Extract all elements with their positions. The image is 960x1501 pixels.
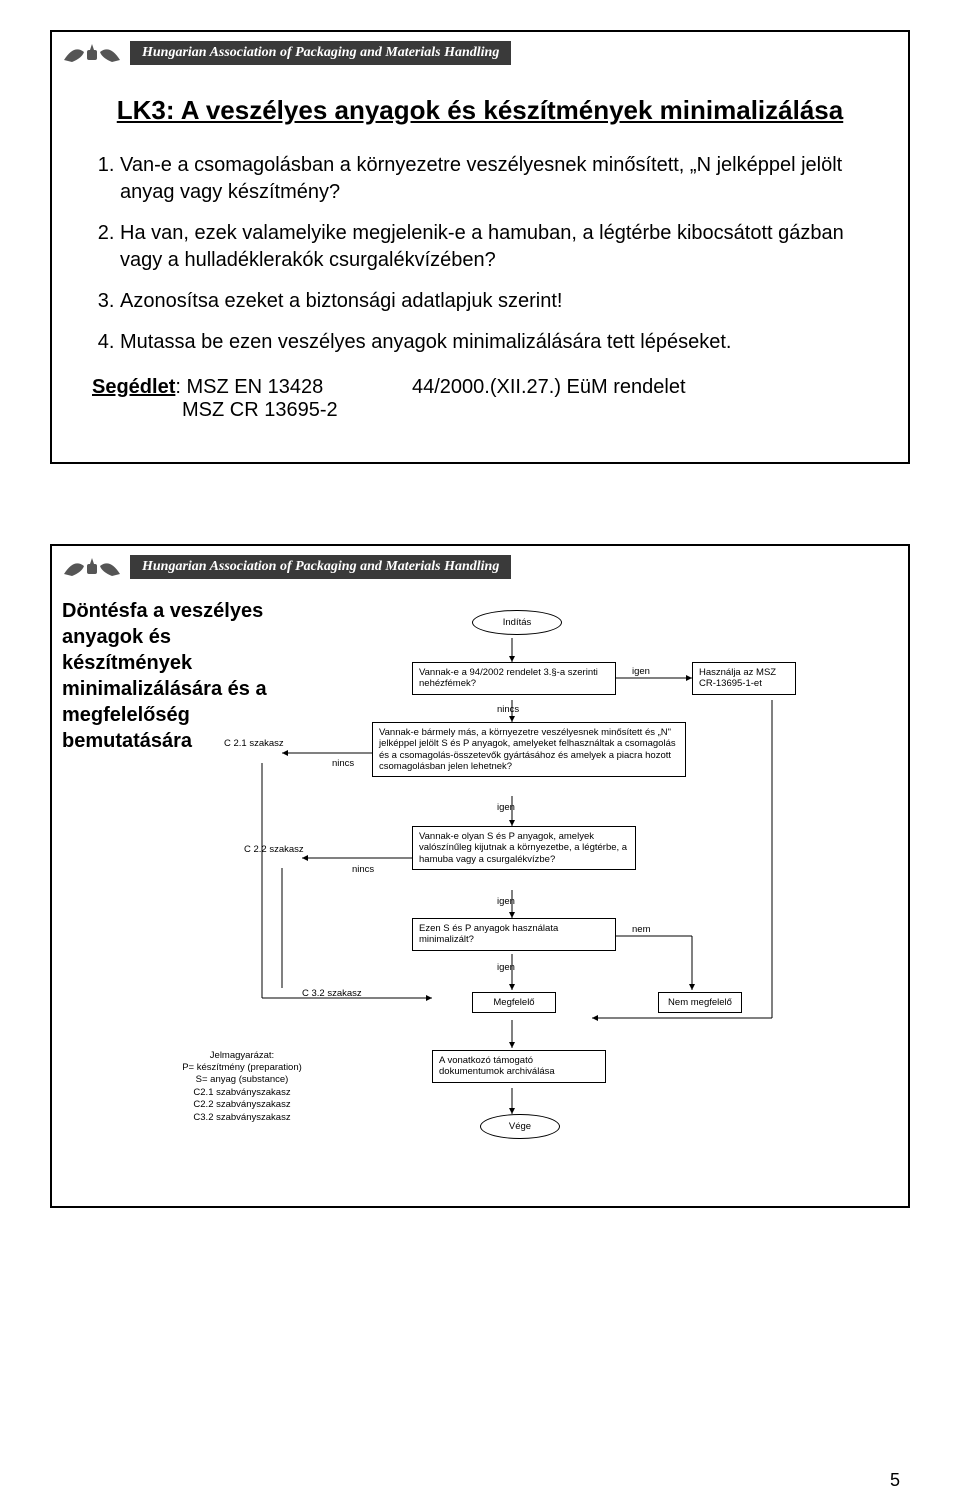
flow-compliant: Megfelelő	[472, 992, 556, 1013]
legend-line: C2.1 szabványszakasz	[152, 1087, 332, 1099]
label-c22: C 2.2 szakasz	[244, 844, 304, 855]
slide1-body: LK3: A veszélyes anyagok és készítmények…	[52, 74, 908, 442]
association-name: Hungarian Association of Packaging and M…	[130, 41, 511, 65]
label-c21: C 2.1 szakasz	[224, 738, 284, 749]
label-nem: nem	[632, 924, 650, 935]
label-c32: C 3.2 szakasz	[302, 988, 362, 999]
slide-header: Hungarian Association of Packaging and M…	[52, 32, 908, 74]
slide-1: Hungarian Association of Packaging and M…	[50, 30, 910, 464]
flow-q4: Ezen S és P anyagok használata minimaliz…	[412, 918, 616, 951]
flow-end: Vége	[480, 1114, 560, 1139]
wings-logo-icon	[62, 36, 122, 70]
list-item: Azonosítsa ezeket a biztonsági adatlapju…	[120, 288, 868, 315]
legend-title: Jelmagyarázat:	[152, 1050, 332, 1062]
helper-label: Segédlet	[92, 376, 175, 398]
label-nincs: nincs	[332, 758, 354, 769]
legend-line: C2.2 szabványszakasz	[152, 1099, 332, 1111]
slide1-list: Van-e a csomagolásban a környezetre vesz…	[92, 152, 868, 356]
label-igen: igen	[632, 666, 650, 677]
helper-block: Segédlet: MSZ EN 13428 44/2000.(XII.27.)…	[92, 376, 868, 422]
legend-line: P= készítmény (preparation)	[152, 1062, 332, 1074]
label-nincs: nincs	[352, 864, 374, 875]
list-item: Mutassa be ezen veszélyes anyagok minima…	[120, 329, 868, 356]
label-nincs: nincs	[497, 704, 519, 715]
association-name: Hungarian Association of Packaging and M…	[130, 555, 511, 579]
slide-header: Hungarian Association of Packaging and M…	[52, 546, 908, 588]
flow-q3: Vannak-e olyan S és P anyagok, amelyek v…	[412, 826, 636, 870]
label-igen: igen	[497, 962, 515, 973]
helper-right: 44/2000.(XII.27.) EüM rendelet	[412, 376, 868, 399]
label-igen: igen	[497, 896, 515, 907]
legend-line: S= anyag (substance)	[152, 1074, 332, 1086]
label-igen: igen	[497, 802, 515, 813]
flow-noncompliant: Nem megfelelő	[658, 992, 742, 1013]
slide1-title: LK3: A veszélyes anyagok és készítmények…	[92, 94, 868, 128]
flow-q1: Vannak-e a 94/2002 rendelet 3.§-a szerin…	[412, 662, 616, 695]
flow-start: Indítás	[472, 610, 562, 635]
flow-q2: Vannak-e bármely más, a környezetre vesz…	[372, 722, 686, 778]
helper-left-1: : MSZ EN 13428	[175, 376, 323, 398]
flow-q1-text: Vannak-e a 94/2002 rendelet 3.§-a szerin…	[419, 667, 598, 689]
list-item: Ha van, ezek valamelyike megjelenik-e a …	[120, 220, 868, 274]
slide2-body: Döntésfa a veszélyes anyagok és készítmé…	[52, 588, 908, 1164]
flow-legend: Jelmagyarázat: P= készítmény (preparatio…	[152, 1050, 332, 1124]
slide-2: Hungarian Association of Packaging and M…	[50, 544, 910, 1208]
flowchart: Indítás Vannak-e a 94/2002 rendelet 3.§-…	[52, 588, 892, 1168]
wings-logo-icon	[62, 550, 122, 584]
list-item: Van-e a csomagolásban a környezetre vesz…	[120, 152, 868, 206]
page-number: 5	[890, 1470, 900, 1491]
flow-use: Használja az MSZ CR-13695-1-et	[692, 662, 796, 695]
helper-left-2: MSZ CR 13695-2	[92, 399, 502, 422]
legend-line: C3.2 szabványszakasz	[152, 1112, 332, 1124]
flow-archive: A vonatkozó támogató dokumentumok archiv…	[432, 1050, 606, 1083]
